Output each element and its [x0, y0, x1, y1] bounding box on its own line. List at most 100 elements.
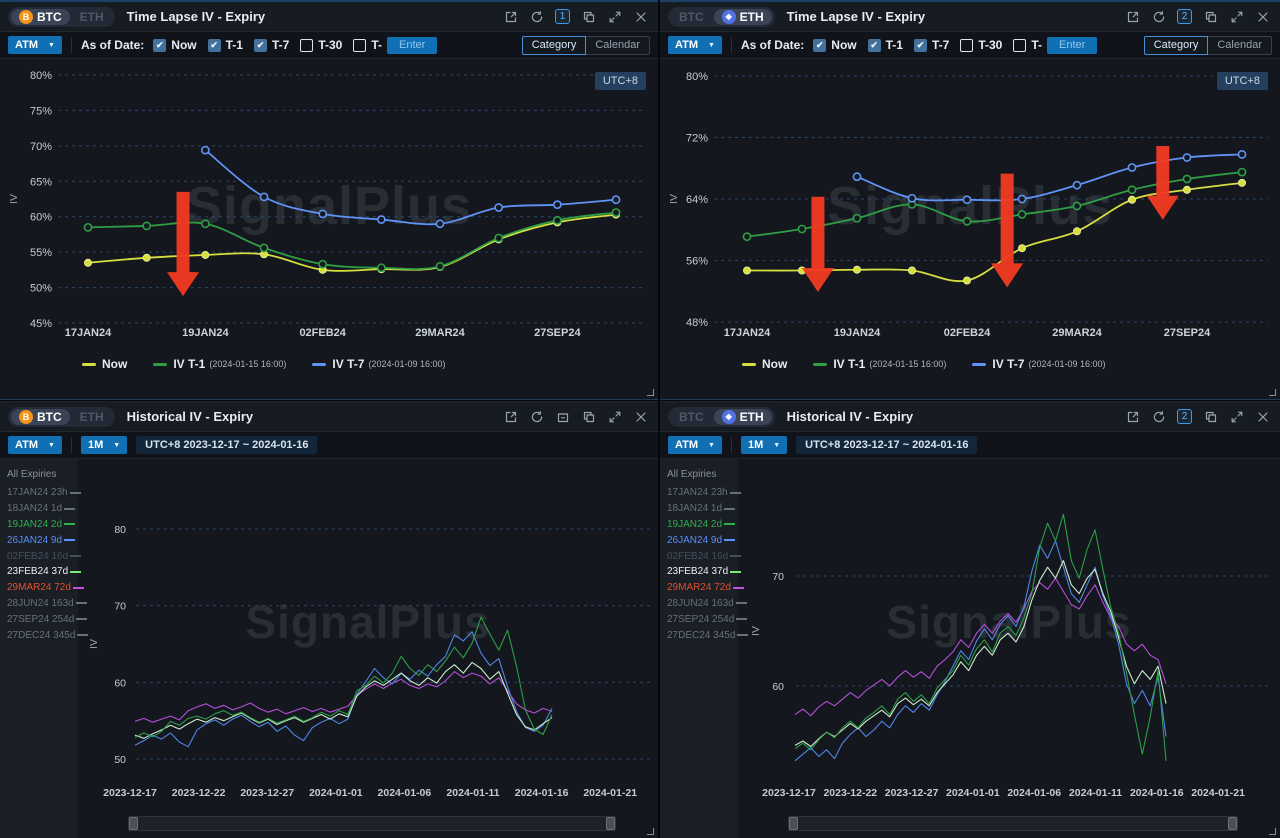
- refresh-icon[interactable]: [529, 409, 544, 424]
- close-icon[interactable]: [1255, 409, 1270, 424]
- legend-item[interactable]: IV T-7 (2024-01-09 16:00): [972, 357, 1106, 371]
- coin-eth-tab[interactable]: ◆ ETH: [713, 8, 772, 25]
- expiry-list-item[interactable]: 23FEB24 37d: [667, 564, 742, 580]
- checkbox-now[interactable]: ✔ Now: [813, 38, 857, 52]
- historical-chart-btc[interactable]: 50 60 70 80 IV 2023-12-17 2023-12-22 2023-12-27…: [78, 459, 658, 838]
- expiry-list-item[interactable]: 29MAR24 72d: [667, 580, 744, 596]
- divider: [730, 37, 732, 53]
- checkbox-now[interactable]: ✔ Now: [153, 38, 197, 52]
- checkbox-t-1[interactable]: ✔ T-1: [867, 38, 903, 52]
- checkbox-t-7[interactable]: ✔ T-7: [913, 38, 949, 52]
- expiry-list-item[interactable]: 23FEB24 37d: [7, 564, 82, 580]
- folder-icon[interactable]: [555, 409, 570, 424]
- expiry-list-item[interactable]: 29MAR24 72d: [7, 580, 84, 596]
- close-icon[interactable]: [1255, 9, 1270, 24]
- expiry-list-item[interactable]: 26JAN24 9d: [7, 532, 76, 548]
- layout-count-badge[interactable]: 1: [555, 9, 570, 24]
- expiry-list-header[interactable]: All Expiries: [7, 469, 57, 480]
- expand-icon[interactable]: [1229, 9, 1244, 24]
- time-lapse-chart-btc[interactable]: 45% 50% 55% 60% 65% 70% 75% 80% IV 17JAN24 19JAN24…: [0, 59, 658, 400]
- duplicate-icon[interactable]: [581, 9, 596, 24]
- legend-item[interactable]: IV T-1 (2024-01-15 16:00): [153, 357, 286, 371]
- close-icon[interactable]: [633, 409, 648, 424]
- expiry-list-item[interactable]: 18JAN24 1d: [667, 501, 736, 517]
- scrollbar-left-handle[interactable]: [789, 817, 798, 830]
- expiry-list-item[interactable]: 18JAN24 1d: [7, 501, 76, 517]
- expiry-list-item[interactable]: 27SEP24 254d: [7, 611, 88, 627]
- duplicate-icon[interactable]: [1203, 409, 1218, 424]
- custom-date-input[interactable]: Enter: [387, 36, 438, 54]
- expiry-list-item[interactable]: 17JAN24 23h: [667, 485, 741, 501]
- calendar-view-button[interactable]: Calendar: [1207, 35, 1272, 55]
- legend-item[interactable]: Now: [82, 357, 127, 371]
- open-in-new-icon[interactable]: [1125, 409, 1140, 424]
- strike-select[interactable]: ATM ▼: [668, 36, 722, 54]
- legend-item[interactable]: Now: [742, 357, 787, 371]
- expiry-list-item[interactable]: 26JAN24 9d: [667, 532, 736, 548]
- refresh-icon[interactable]: [529, 9, 544, 24]
- expiry-color-dash: [724, 539, 736, 542]
- checkbox-t-30[interactable]: T-30: [300, 38, 342, 52]
- historical-chart-eth[interactable]: 60 70 IV 2023-12-17 2023-12-22 2023-12-27 2024…: [738, 459, 1280, 838]
- layout-count-badge[interactable]: 2: [1177, 409, 1192, 424]
- open-in-new-icon[interactable]: [503, 409, 518, 424]
- data-point: [1017, 244, 1026, 253]
- coin-btc-tab[interactable]: B BTC: [11, 408, 70, 425]
- scrollbar-right-handle[interactable]: [1228, 817, 1237, 830]
- coin-btc-tab[interactable]: B BTC: [11, 8, 70, 25]
- scrollbar-right-handle[interactable]: [606, 817, 615, 830]
- expiry-list-item[interactable]: 02FEB24 16d: [7, 548, 82, 564]
- checkbox-t-[interactable]: T-: [1013, 38, 1042, 52]
- coin-btc-tab[interactable]: BTC: [671, 409, 712, 425]
- legend-item[interactable]: IV T-7 (2024-01-09 16:00): [312, 357, 446, 371]
- time-range-scrollbar[interactable]: [788, 816, 1238, 831]
- expiry-list-item[interactable]: 17JAN24 23h: [7, 485, 81, 501]
- refresh-icon[interactable]: [1151, 9, 1166, 24]
- expiry-list-item[interactable]: 27SEP24 254d: [667, 611, 748, 627]
- category-view-button[interactable]: Category: [521, 35, 587, 55]
- expand-icon[interactable]: [607, 9, 622, 24]
- open-in-new-icon[interactable]: [1125, 9, 1140, 24]
- duplicate-icon[interactable]: [581, 409, 596, 424]
- checkbox-t-30[interactable]: T-30: [960, 38, 1002, 52]
- resize-handle[interactable]: [1269, 828, 1276, 835]
- expiry-list-item[interactable]: 27DEC24 345d: [667, 627, 749, 643]
- expiry-list-item[interactable]: 02FEB24 16d: [667, 548, 742, 564]
- open-in-new-icon[interactable]: [503, 9, 518, 24]
- period-select[interactable]: 1M ▼: [80, 436, 128, 454]
- expiry-list-item[interactable]: 28JUN24 163d: [7, 596, 87, 612]
- checkbox-t-[interactable]: T-: [353, 38, 382, 52]
- layout-count-badge[interactable]: 2: [1177, 9, 1192, 24]
- strike-select[interactable]: ATM ▼: [8, 436, 62, 454]
- time-lapse-chart-eth[interactable]: 48% 56% 64% 72% 80% IV 17JAN24 19JAN24 02FEB24 29…: [660, 59, 1280, 400]
- expiry-list-item[interactable]: 28JUN24 163d: [667, 596, 747, 612]
- expiry-list-item[interactable]: 19JAN24 2d: [7, 517, 76, 533]
- custom-date-input[interactable]: Enter: [1047, 36, 1098, 54]
- chart-legend: Now IV T-1 (2024-01-15 16:00) IV T-7 (2024-0…: [742, 357, 1106, 371]
- period-select[interactable]: 1M ▼: [740, 436, 788, 454]
- time-range-scrollbar[interactable]: [128, 816, 616, 831]
- expand-icon[interactable]: [607, 409, 622, 424]
- calendar-view-button[interactable]: Calendar: [585, 35, 650, 55]
- coin-eth-tab[interactable]: ETH: [72, 9, 112, 25]
- coin-eth-tab[interactable]: ETH: [72, 409, 112, 425]
- duplicate-icon[interactable]: [1203, 9, 1218, 24]
- strike-select[interactable]: ATM ▼: [8, 36, 62, 54]
- scrollbar-left-handle[interactable]: [129, 817, 138, 830]
- close-icon[interactable]: [633, 9, 648, 24]
- checkbox-t-1[interactable]: ✔ T-1: [207, 38, 243, 52]
- coin-btc-tab[interactable]: BTC: [671, 9, 712, 25]
- expiry-list-item[interactable]: 19JAN24 2d: [667, 517, 736, 533]
- resize-handle[interactable]: [647, 389, 654, 396]
- expiry-list-header[interactable]: All Expiries: [667, 469, 717, 480]
- legend-item[interactable]: IV T-1 (2024-01-15 16:00): [813, 357, 946, 371]
- expand-icon[interactable]: [1229, 409, 1244, 424]
- refresh-icon[interactable]: [1151, 409, 1166, 424]
- coin-eth-tab[interactable]: ◆ ETH: [713, 408, 772, 425]
- resize-handle[interactable]: [1269, 389, 1276, 396]
- resize-handle[interactable]: [647, 828, 654, 835]
- checkbox-t-7[interactable]: ✔ T-7: [253, 38, 289, 52]
- expiry-list-item[interactable]: 27DEC24 345d: [7, 627, 89, 643]
- category-view-button[interactable]: Category: [1143, 35, 1209, 55]
- strike-select[interactable]: ATM ▼: [668, 436, 722, 454]
